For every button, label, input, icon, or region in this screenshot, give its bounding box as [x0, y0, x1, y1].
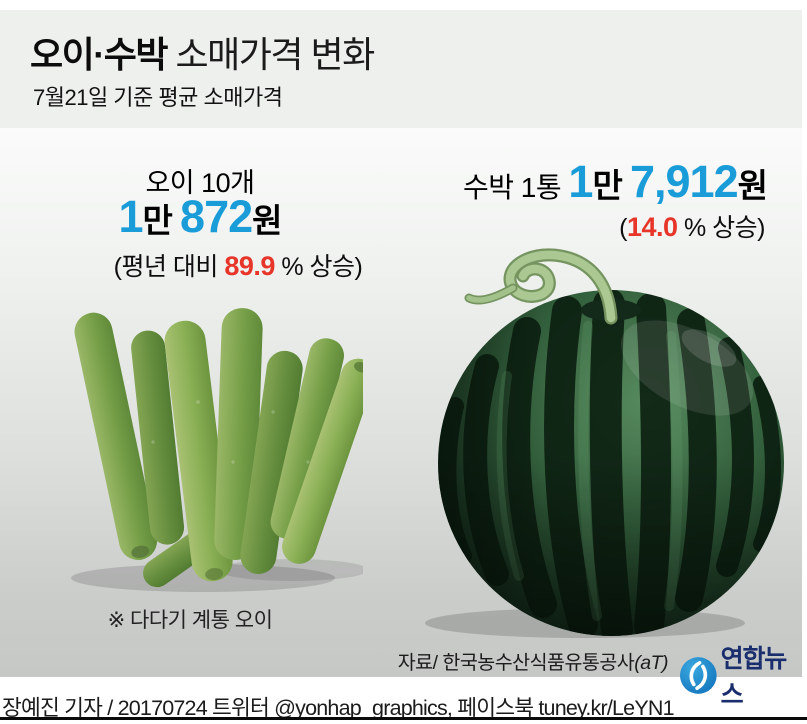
watermelon-change-value: 14.0: [626, 212, 678, 242]
cucumber-note: ※ 다다기 계통 오이: [107, 609, 273, 632]
watermelon-change: (14.0 % 상승): [435, 208, 765, 244]
cucumber-change-pre: (평년 대비: [113, 253, 225, 281]
watermelon-price-mid: 만: [592, 167, 630, 204]
source-credit: 자료/ 한국농수산식품유통공사(aT): [397, 646, 669, 675]
page-title: 오이·수박 소매가격 변화: [30, 26, 375, 78]
watermelon-price-line: 수박 1통 1만 7,912원: [435, 156, 795, 208]
page-subtitle: 7월21일 기준 평균 소매가격: [33, 85, 283, 110]
watermelon-change-pre: (: [619, 214, 627, 242]
title-rest: 소매가격 변화: [166, 34, 375, 75]
cucumbers-image: [71, 308, 363, 592]
cucumber-price-mid: 만: [142, 202, 181, 239]
watermelon-image: [425, 248, 784, 638]
yonhap-logo-icon: [680, 656, 717, 694]
bottom-rule: [0, 717, 807, 720]
cucumber-change-post: % 상승): [274, 253, 363, 281]
watermelon-price-num2: 7,912: [629, 156, 739, 207]
yonhap-logo-text: 연합뉴스: [720, 645, 788, 709]
watermelon-label: 수박 1통: [463, 172, 569, 203]
cucumber-price-num2: 872: [180, 191, 253, 242]
watermelon-change-post: % 상승): [677, 214, 766, 242]
yonhap-logo: 연합뉴스: [680, 639, 807, 711]
source-label: 자료/ 한국농수산식품유통공사: [397, 652, 635, 674]
byline-credits: 장예진 기자 / 20170724 트위터 @yonhap_graphics, …: [2, 696, 675, 720]
source-paren: (aT): [634, 652, 668, 674]
cucumber-change-value: 89.9: [224, 251, 275, 281]
cucumber-change: (평년 대비 89.9 % 상승): [78, 247, 398, 283]
watermelon-price-suffix: 원: [737, 167, 768, 204]
watermelon-stem: [464, 248, 618, 325]
cucumber-price-num1: 1: [118, 191, 143, 242]
cucumber-price-suffix: 원: [252, 202, 282, 239]
watermelon-price-num1: 1: [568, 156, 593, 207]
title-bold: 오이·수박: [30, 34, 168, 75]
header-band: [0, 10, 802, 128]
cucumber-price: 1만 872원: [60, 191, 340, 243]
cucumber-label: 오이 10개: [145, 168, 255, 198]
